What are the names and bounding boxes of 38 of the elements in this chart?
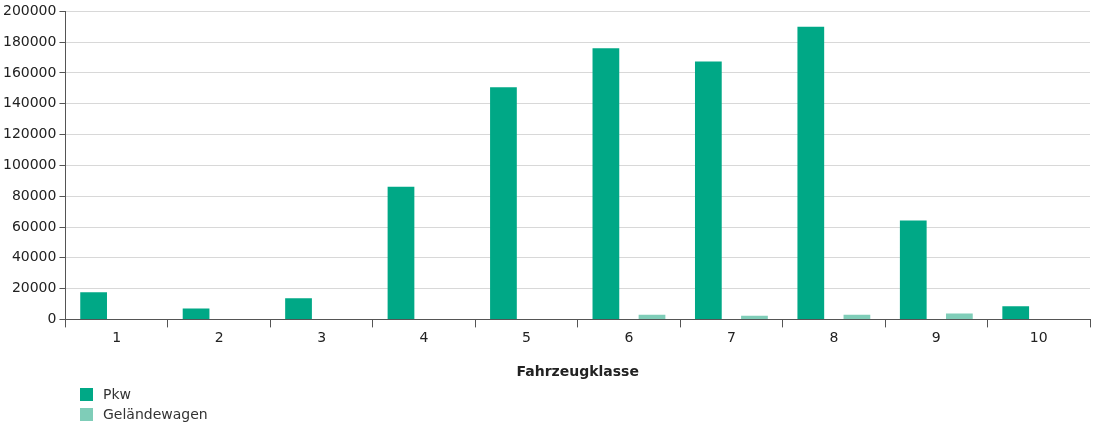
bar bbox=[387, 186, 415, 319]
bar bbox=[490, 87, 517, 319]
legend-label: Pkw bbox=[103, 386, 131, 402]
x-axis-title: Fahrzeugklasse bbox=[516, 363, 639, 380]
y-tick-label: 120000 bbox=[2, 125, 57, 142]
y-tick-label: 100000 bbox=[2, 156, 57, 173]
bar bbox=[285, 298, 312, 319]
bar bbox=[1002, 306, 1030, 319]
bar bbox=[946, 313, 973, 319]
y-tick-label: 0 bbox=[47, 310, 57, 327]
y-tick-label: 180000 bbox=[2, 32, 57, 49]
y-tick-label: 40000 bbox=[11, 248, 57, 265]
x-tick-label: 3 bbox=[317, 329, 327, 346]
x-tick-label: 4 bbox=[419, 329, 429, 346]
y-tick-label: 80000 bbox=[11, 186, 57, 203]
x-tick-label: 10 bbox=[1029, 329, 1048, 346]
x-tick-label: 7 bbox=[726, 329, 736, 346]
bar bbox=[797, 26, 825, 319]
legend-label: Geländewagen bbox=[103, 406, 208, 422]
y-tick-label: 200000 bbox=[2, 2, 57, 19]
y-tick-label: 20000 bbox=[11, 279, 57, 296]
x-tick-label: 9 bbox=[931, 329, 941, 346]
bar bbox=[592, 48, 620, 319]
y-tick-label: 160000 bbox=[2, 63, 57, 80]
bar bbox=[843, 314, 871, 319]
x-tick-label: 5 bbox=[522, 329, 531, 346]
bar bbox=[638, 314, 666, 319]
y-tick-label: 60000 bbox=[11, 217, 57, 234]
bar bbox=[80, 292, 107, 319]
bar bbox=[741, 315, 768, 319]
x-tick-label: 6 bbox=[624, 329, 634, 346]
bar bbox=[694, 61, 722, 319]
x-tick-label: 1 bbox=[112, 329, 122, 346]
bar bbox=[899, 220, 927, 319]
y-tick-label: 140000 bbox=[2, 94, 57, 111]
bar bbox=[182, 308, 210, 319]
x-tick-label: 8 bbox=[829, 329, 839, 346]
x-tick-label: 2 bbox=[214, 329, 224, 346]
